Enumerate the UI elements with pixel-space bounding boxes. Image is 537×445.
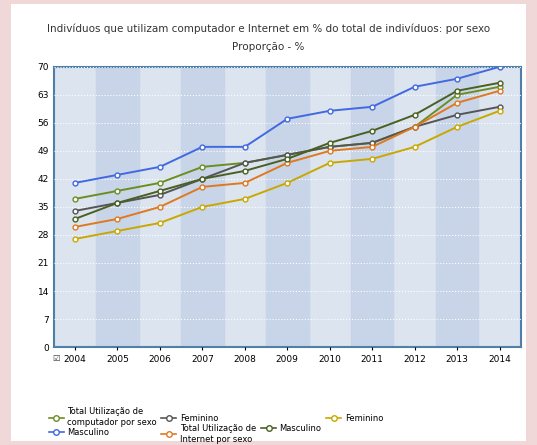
Text: Proporção - %: Proporção - % — [233, 42, 304, 52]
Text: Indivíduos que utilizam computador e Internet em % do total de indivíduos: por s: Indivíduos que utilizam computador e Int… — [47, 24, 490, 34]
Bar — [351, 67, 394, 347]
Bar — [181, 67, 223, 347]
Bar — [266, 67, 309, 347]
Bar — [96, 67, 139, 347]
Legend: Total Utilização de
computador por sexo, Masculino, Feminino, Total Utilização d: Total Utilização de computador por sexo,… — [48, 407, 383, 444]
Text: ☑: ☑ — [53, 354, 60, 363]
Bar — [436, 67, 478, 347]
